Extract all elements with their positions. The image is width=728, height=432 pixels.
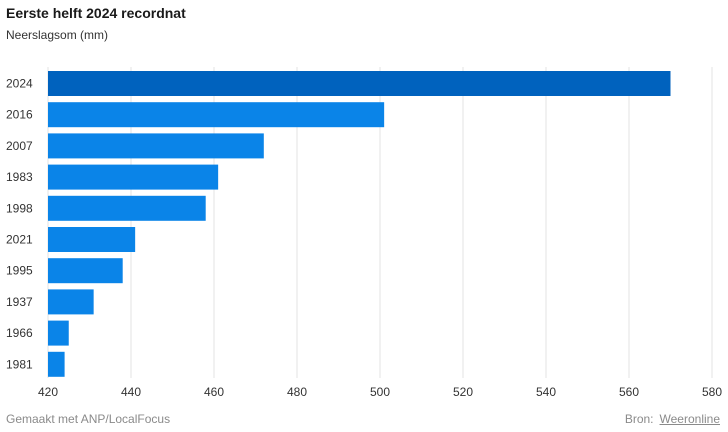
bar-1937[interactable] bbox=[48, 289, 94, 315]
bar-1995[interactable] bbox=[48, 258, 123, 284]
bar-2016[interactable] bbox=[48, 102, 385, 128]
category-label: 1981 bbox=[6, 357, 33, 371]
category-label: 1995 bbox=[6, 264, 33, 278]
bar-1998[interactable] bbox=[48, 195, 206, 221]
category-labels: 2024 2016 2007 1983 1998 2021 1995 1937 1966 1981 bbox=[6, 77, 33, 372]
x-tick-label: 500 bbox=[370, 385, 390, 399]
x-tick-label: 480 bbox=[287, 385, 307, 399]
category-label: 2024 bbox=[6, 77, 33, 91]
bar-2021[interactable] bbox=[48, 227, 136, 252]
category-label: 1937 bbox=[6, 295, 33, 309]
chart-subtitle: Neerslagsom (mm) bbox=[6, 28, 109, 42]
category-label: 2007 bbox=[6, 139, 33, 153]
source-link[interactable]: Weeronline bbox=[659, 412, 720, 426]
chart-title: Eerste helft 2024 recordnat bbox=[6, 5, 186, 21]
bar-1966[interactable] bbox=[48, 320, 69, 346]
x-tick-label: 520 bbox=[453, 385, 473, 399]
bar-2007[interactable] bbox=[48, 133, 264, 159]
x-tick-label: 440 bbox=[121, 385, 141, 399]
bars bbox=[48, 71, 671, 377]
footer-credit: Gemaakt met ANP/LocalFocus bbox=[6, 412, 171, 426]
bar-2024[interactable] bbox=[48, 71, 671, 96]
x-axis-tick-labels: 420 440 460 480 500 520 540 560 580 bbox=[38, 385, 722, 399]
x-tick-label: 460 bbox=[204, 385, 224, 399]
bar-1983[interactable] bbox=[48, 164, 219, 190]
category-label: 1998 bbox=[6, 201, 33, 215]
x-tick-label: 420 bbox=[38, 385, 58, 399]
source-label: Bron: bbox=[624, 412, 654, 426]
footer-source: Bron: Weeronline bbox=[625, 412, 720, 426]
x-tick-label: 560 bbox=[619, 385, 639, 399]
bar-1981[interactable] bbox=[48, 351, 65, 377]
category-label: 2021 bbox=[6, 233, 33, 247]
x-tick-label: 540 bbox=[536, 385, 556, 399]
category-label: 2016 bbox=[6, 108, 33, 122]
category-label: 1966 bbox=[6, 326, 33, 340]
x-tick-label: 580 bbox=[702, 385, 722, 399]
category-label: 1983 bbox=[6, 170, 33, 184]
